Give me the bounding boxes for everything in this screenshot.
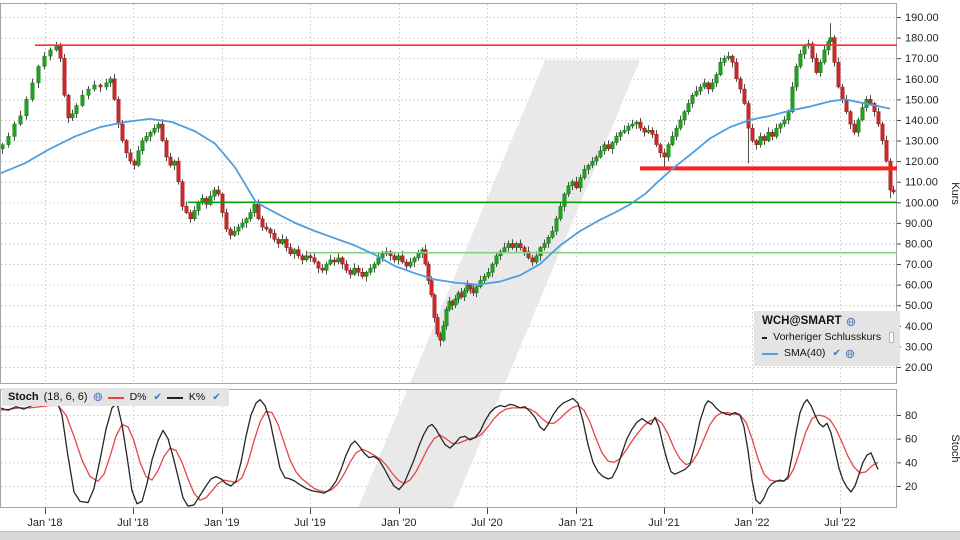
- watermark-slash: [358, 390, 503, 507]
- y-tick-label: 40.00: [905, 321, 933, 333]
- y-axis: 190.00 180.00 170.00 160.00 150.00 140.00 130.…: [897, 12, 960, 374]
- y-tick-label: 30.00: [905, 341, 933, 353]
- x-tick-label: Jul '19: [294, 517, 325, 529]
- y-tick-label: 170.00: [905, 53, 939, 65]
- y-tick-label: 190.00: [905, 12, 939, 24]
- prev-close-label: Vorheriger Schlusskurs: [773, 331, 882, 343]
- legend-item-prev-close[interactable]: Vorheriger Schlusskurs: [762, 330, 894, 345]
- y-tick-label: 100.00: [905, 197, 939, 209]
- sma-checkbox-checked[interactable]: ✔: [832, 348, 841, 359]
- k-label: K%: [188, 391, 206, 403]
- bottom-scrollbar[interactable]: [0, 531, 960, 540]
- x-tick-label: Jan '19: [204, 517, 239, 529]
- y-tick-label: 40: [905, 457, 917, 469]
- k-checkbox-checked[interactable]: ✔: [212, 392, 221, 403]
- k-line-sample: [166, 396, 183, 399]
- legend-item-sma[interactable]: SMA(40) ✔: [762, 346, 894, 361]
- globe-icon[interactable]: [93, 392, 103, 402]
- y-tick-label: 80.00: [905, 238, 933, 250]
- y-tick-label: 80: [905, 410, 917, 422]
- y-tick-label: 160.00: [905, 74, 939, 86]
- x-axis: Jan '18 Jul '18 Jan '19 Jul '19 Jan '20 Jul '…: [27, 508, 856, 529]
- symbol-label: WCH@SMART: [762, 315, 842, 327]
- d-label: D%: [129, 391, 147, 403]
- prev-close-checkbox[interactable]: [889, 332, 894, 343]
- symbol-title-row: WCH@SMART: [762, 314, 894, 329]
- y-tick-label: 120.00: [905, 156, 939, 168]
- y-tick-label: 180.00: [905, 33, 939, 45]
- y-tick-label: 60.00: [905, 280, 933, 292]
- y-axis-title: Stoch: [949, 434, 960, 462]
- d-checkbox-checked[interactable]: ✔: [153, 392, 162, 403]
- y-tick-label: 140.00: [905, 115, 939, 127]
- globe-icon[interactable]: [845, 349, 855, 359]
- y-tick-label: 70.00: [905, 259, 933, 271]
- x-tick-label: Jan '18: [27, 517, 62, 529]
- y-tick-label: 110.00: [905, 177, 938, 189]
- y-axis-title: Kurs: [949, 182, 960, 205]
- y-tick-label: 60: [905, 434, 917, 446]
- x-tick-label: Jul '18: [117, 517, 148, 529]
- y-tick-label: 20.00: [905, 362, 933, 374]
- globe-icon[interactable]: [846, 317, 856, 327]
- x-tick-label: Jan '20: [381, 517, 416, 529]
- x-tick-label: Jul '22: [824, 517, 855, 529]
- legend-item-d[interactable]: D% ✔: [107, 390, 162, 405]
- stoch-title: Stoch: [8, 390, 39, 403]
- y-tick-label: 20: [905, 481, 917, 493]
- x-tick-label: Jul '21: [648, 517, 679, 529]
- main-legend: WCH@SMART Vorheriger Schlusskurs SMA(40)…: [754, 311, 900, 366]
- stoch-params: (18, 6, 6): [43, 390, 88, 403]
- stoch-legend: Stoch (18, 6, 6) D% ✔ K% ✔: [2, 388, 229, 406]
- y-tick-label: 130.00: [905, 136, 939, 148]
- d-line-sample: [107, 396, 124, 399]
- candles-group: [1, 23, 896, 347]
- watermark-slash: [410, 60, 640, 383]
- y-tick-label: 50.00: [905, 300, 933, 312]
- sma40-line[interactable]: [0, 98, 891, 286]
- dashed-line-sample: [762, 336, 768, 339]
- sma-label: SMA(40): [784, 347, 826, 359]
- sma-line-sample: [762, 352, 778, 355]
- x-tick-label: Jul '20: [471, 517, 502, 529]
- y-axis: 80 60 40 20 Stoch: [897, 410, 960, 493]
- price-levels: [35, 44, 897, 254]
- y-tick-label: 90.00: [905, 218, 933, 230]
- stoch-line-k[interactable]: [0, 397, 879, 507]
- x-tick-label: Jan '22: [734, 517, 769, 529]
- x-tick-label: Jan '21: [558, 517, 593, 529]
- legend-item-k[interactable]: K% ✔: [166, 390, 221, 405]
- y-tick-label: 150.00: [905, 94, 939, 106]
